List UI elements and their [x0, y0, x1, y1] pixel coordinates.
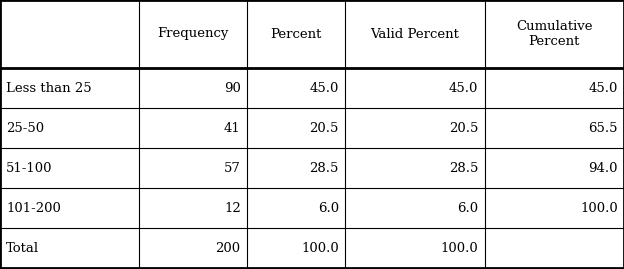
- Text: 57: 57: [224, 161, 241, 175]
- Text: 200: 200: [215, 242, 241, 254]
- Text: 41: 41: [224, 122, 241, 134]
- Text: 94.0: 94.0: [588, 161, 618, 175]
- Text: Frequency: Frequency: [157, 27, 229, 41]
- Text: Cumulative
Percent: Cumulative Percent: [516, 20, 593, 48]
- Text: 45.0: 45.0: [588, 82, 618, 94]
- Text: 6.0: 6.0: [457, 201, 479, 214]
- Text: 28.5: 28.5: [449, 161, 479, 175]
- Text: 45.0: 45.0: [310, 82, 339, 94]
- Text: 51-100: 51-100: [6, 161, 53, 175]
- Text: 28.5: 28.5: [310, 161, 339, 175]
- Text: 25-50: 25-50: [6, 122, 44, 134]
- Text: 100.0: 100.0: [301, 242, 339, 254]
- Text: 6.0: 6.0: [318, 201, 339, 214]
- Text: 100.0: 100.0: [580, 201, 618, 214]
- Text: 20.5: 20.5: [449, 122, 479, 134]
- Text: 101-200: 101-200: [6, 201, 61, 214]
- Text: Total: Total: [6, 242, 39, 254]
- Text: 65.5: 65.5: [588, 122, 618, 134]
- Text: Valid Percent: Valid Percent: [371, 27, 459, 41]
- Text: 45.0: 45.0: [449, 82, 479, 94]
- Text: Less than 25: Less than 25: [6, 82, 92, 94]
- Text: 12: 12: [224, 201, 241, 214]
- Text: Percent: Percent: [270, 27, 322, 41]
- Text: 20.5: 20.5: [310, 122, 339, 134]
- Text: 100.0: 100.0: [441, 242, 479, 254]
- Text: 90: 90: [224, 82, 241, 94]
